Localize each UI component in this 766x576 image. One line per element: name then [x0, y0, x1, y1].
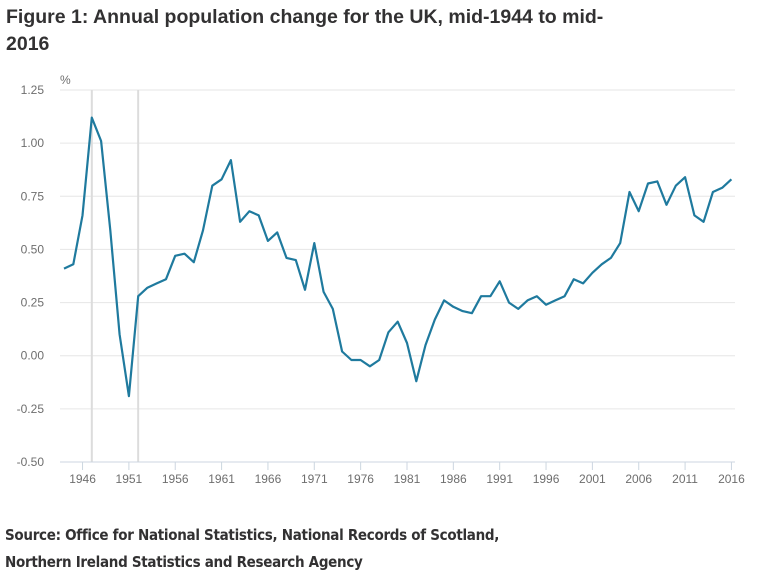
source-line-1: Source: Office for National Statistics, … [5, 526, 500, 544]
x-tick-label: 2001 [579, 472, 606, 486]
chart-title: Figure 1: Annual population change for t… [6, 6, 604, 55]
y-tick-label: 1.25 [21, 83, 45, 97]
x-tick-label: 1996 [533, 472, 560, 486]
gridlines [60, 89, 735, 410]
source-note: Source: Office for National Statistics, … [5, 522, 499, 576]
y-tick-label: 0.00 [21, 349, 45, 363]
x-tick-label: 1961 [208, 472, 235, 486]
y-axis-ticks: 1.25 1.00 0.75 0.50 0.25 0.00 -0.25 -0.50 [17, 83, 45, 469]
x-tick-label: 2006 [625, 472, 652, 486]
x-tick-label: 1991 [486, 472, 513, 486]
series-line [63, 116, 733, 398]
x-tick-label: 2016 [718, 472, 745, 486]
y-tick-label: -0.25 [17, 402, 45, 416]
x-tick-label: 1956 [162, 472, 189, 486]
x-tick-label: 1966 [255, 472, 282, 486]
y-axis-unit-label: % [60, 73, 71, 87]
y-tick-label: 1.00 [21, 136, 45, 150]
x-tick-label: 1981 [394, 472, 421, 486]
x-tick-label: 1986 [440, 472, 467, 486]
y-tick-label: 0.25 [21, 296, 45, 310]
x-axis: 1946 1951 1956 1961 1966 1971 1976 1981 1986 1991… [60, 461, 745, 486]
x-tick-label: 2011 [672, 472, 698, 486]
reference-lines [90, 90, 140, 462]
y-tick-label: -0.50 [17, 455, 45, 469]
x-tick-label: 1946 [69, 472, 96, 486]
x-tick-label: 1971 [301, 472, 328, 486]
x-tick-label: 1976 [347, 472, 374, 486]
y-tick-label: 0.75 [21, 189, 45, 203]
source-line-2: Northern Ireland Statistics and Research… [5, 553, 363, 571]
x-tick-label: 1951 [116, 472, 143, 486]
y-tick-label: 0.50 [21, 242, 45, 256]
